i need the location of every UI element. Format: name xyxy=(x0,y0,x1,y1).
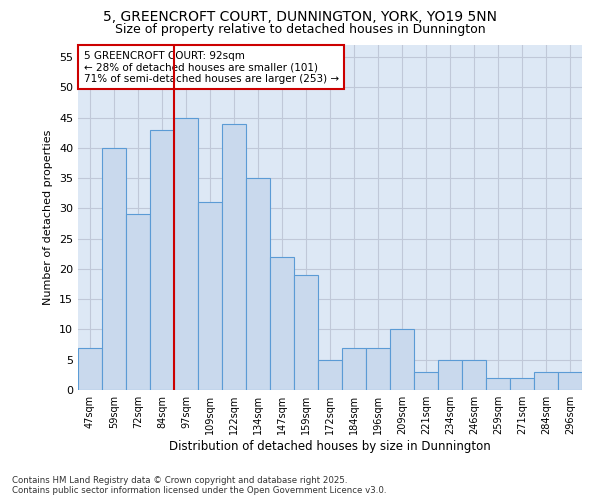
Text: 5, GREENCROFT COURT, DUNNINGTON, YORK, YO19 5NN: 5, GREENCROFT COURT, DUNNINGTON, YORK, Y… xyxy=(103,10,497,24)
Bar xyxy=(270,257,294,390)
Bar xyxy=(150,130,174,390)
Y-axis label: Number of detached properties: Number of detached properties xyxy=(43,130,53,305)
X-axis label: Distribution of detached houses by size in Dunnington: Distribution of detached houses by size … xyxy=(169,440,491,453)
Bar xyxy=(510,378,534,390)
Bar xyxy=(438,360,462,390)
Bar xyxy=(462,360,486,390)
Bar xyxy=(222,124,246,390)
Text: Size of property relative to detached houses in Dunnington: Size of property relative to detached ho… xyxy=(115,22,485,36)
Bar xyxy=(318,360,342,390)
Bar xyxy=(342,348,366,390)
Bar xyxy=(174,118,198,390)
Text: 5 GREENCROFT COURT: 92sqm
← 28% of detached houses are smaller (101)
71% of semi: 5 GREENCROFT COURT: 92sqm ← 28% of detac… xyxy=(83,50,338,84)
Bar xyxy=(294,275,318,390)
Bar xyxy=(534,372,558,390)
Bar xyxy=(78,348,102,390)
Bar xyxy=(246,178,270,390)
Bar xyxy=(558,372,582,390)
Bar xyxy=(126,214,150,390)
Bar xyxy=(390,330,414,390)
Bar xyxy=(366,348,390,390)
Bar xyxy=(102,148,126,390)
Bar xyxy=(486,378,510,390)
Bar xyxy=(198,202,222,390)
Bar xyxy=(414,372,438,390)
Text: Contains HM Land Registry data © Crown copyright and database right 2025.
Contai: Contains HM Land Registry data © Crown c… xyxy=(12,476,386,495)
